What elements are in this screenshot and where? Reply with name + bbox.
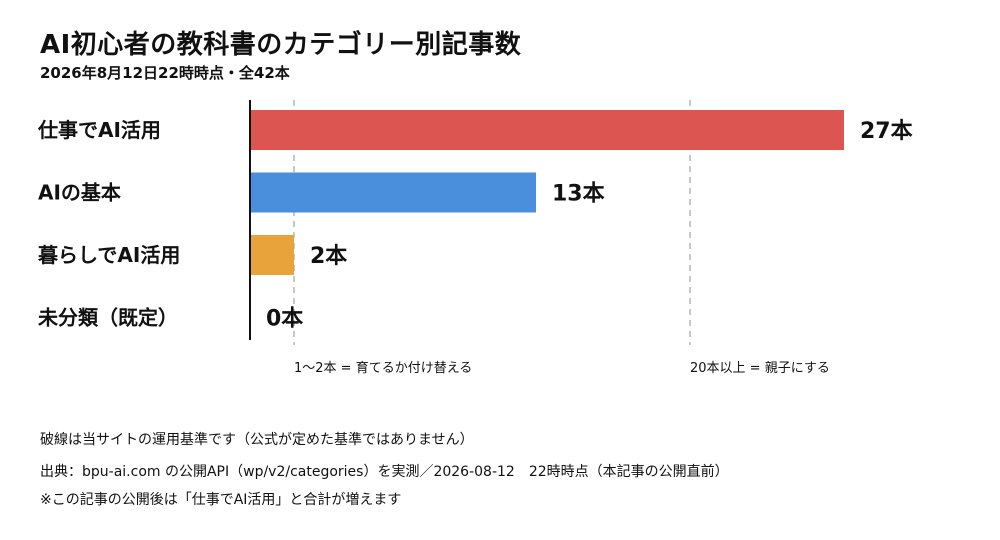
value-label: 13本 [552, 182, 605, 207]
category-label: 仕事でAI活用 [37, 118, 161, 142]
bar-chart: 1～2本 = 育てるか付け替える 20本以上 = 親子にする 仕事でAI活用 27本 A… [37, 100, 913, 376]
category-label: AIの基本 [38, 181, 121, 205]
chart-title: AI初心者の教科書のカテゴリー別記事数 [40, 30, 522, 60]
value-label: 2本 [310, 244, 347, 269]
reference-line-note: 破線は当サイトの運用基準です（公式が定めた基準ではありません） [40, 432, 474, 448]
reference-line-label: 20本以上 = 親子にする [690, 361, 830, 376]
category-label: 暮らしでAI活用 [37, 243, 180, 267]
chart-subtitle: 2026年8月12日22時時点・全42本 [40, 64, 290, 82]
source-note: 出典：bpu-ai.com の公開API（wp/v2/categories）を実… [40, 464, 729, 480]
value-label: 0本 [266, 307, 303, 332]
reference-line-label: 1～2本 = 育てるか付け替える [294, 360, 472, 376]
bar [250, 235, 294, 275]
value-label: 27本 [860, 119, 913, 144]
bar [250, 172, 536, 213]
footnote: ※この記事の公開後は「仕事でAI活用」と合計が増えます [40, 492, 402, 508]
category-label: 未分類（既定） [38, 306, 178, 330]
bar [250, 110, 844, 150]
